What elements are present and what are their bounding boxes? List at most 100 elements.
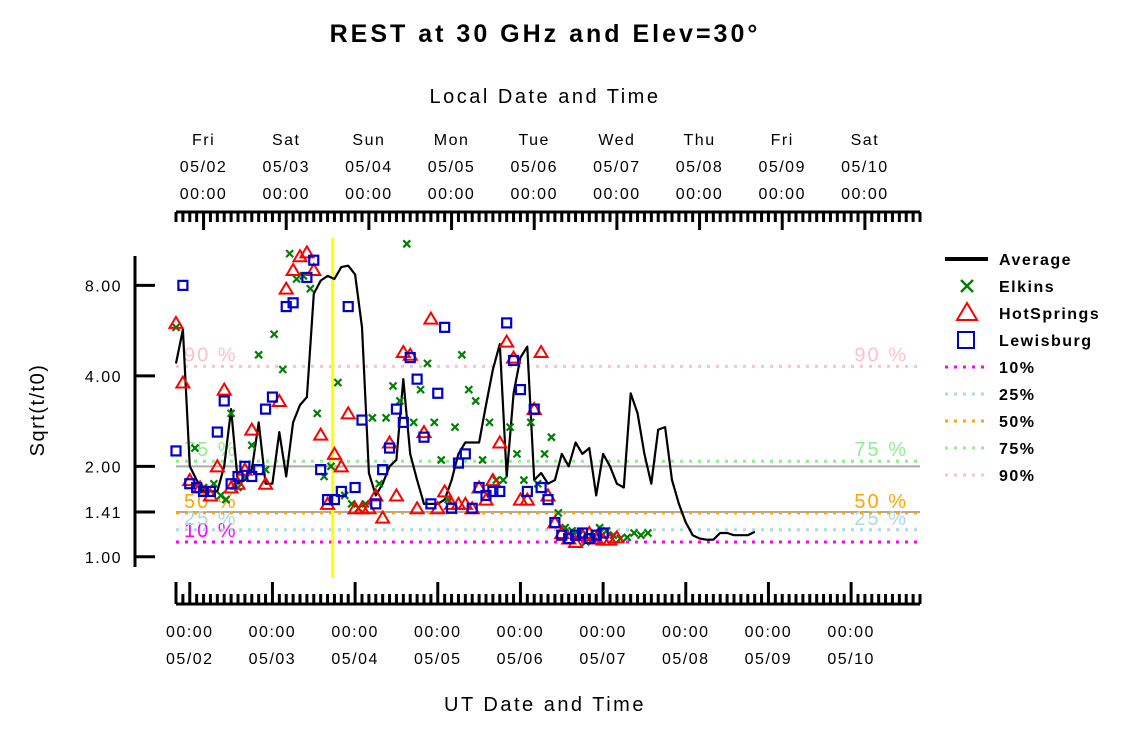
data-point	[512, 449, 522, 459]
data-point	[623, 487, 625, 489]
data-point	[423, 503, 425, 505]
data-point	[326, 445, 343, 460]
data-point	[622, 533, 632, 542]
data-point	[526, 346, 528, 348]
data-point	[313, 293, 315, 295]
data-point	[712, 539, 714, 541]
data-point	[381, 434, 398, 449]
legend-label: 10%	[999, 360, 1036, 377]
bottom-tick-date-label: 05/03	[249, 651, 297, 668]
data-point	[450, 422, 460, 432]
data-point	[333, 458, 350, 473]
data-point	[197, 485, 210, 498]
series-average	[174, 264, 756, 541]
data-point	[430, 418, 439, 427]
data-point	[719, 532, 721, 534]
legend-swatch	[957, 331, 975, 349]
data-point	[333, 278, 335, 280]
data-point	[444, 499, 446, 501]
data-point	[308, 254, 320, 266]
data-point	[569, 529, 582, 541]
data-point	[568, 465, 570, 467]
data-point	[383, 442, 396, 454]
bottom-tick-time-label: 00:00	[662, 624, 710, 641]
data-point	[685, 522, 687, 524]
legend-item: HotSprings	[955, 301, 1100, 323]
data-point	[167, 314, 185, 329]
data-point	[498, 475, 508, 485]
data-point	[492, 368, 494, 370]
top-tick-time-label: 00:00	[428, 186, 476, 203]
top-tick-date-label: 05/09	[758, 159, 806, 176]
data-point	[588, 447, 590, 449]
y-tick-label: 4.00	[85, 369, 122, 386]
data-point	[223, 465, 225, 467]
chart-title: REST at 30 GHz and Elev=30°	[330, 20, 761, 48]
data-point	[540, 472, 542, 474]
data-point	[361, 499, 370, 509]
data-point	[259, 403, 272, 415]
data-point	[597, 527, 609, 539]
data-point	[478, 442, 480, 444]
data-point	[408, 500, 426, 515]
data-point	[678, 503, 680, 505]
top-tick-date-label: 05/08	[676, 159, 724, 176]
data-point	[340, 266, 342, 268]
bottom-tick-time-label: 00:00	[331, 624, 379, 641]
data-point	[170, 445, 182, 457]
data-point	[382, 483, 384, 485]
legend-label: Average	[999, 252, 1072, 269]
data-point	[244, 479, 246, 481]
percentile-label: 25 %	[854, 508, 908, 530]
data-point	[299, 404, 301, 406]
bottom-tick-time-label: 00:00	[745, 624, 793, 641]
top-tick-day-label: Fri	[192, 132, 215, 149]
top-tick-time-label: 00:00	[758, 186, 806, 203]
data-point	[466, 502, 478, 514]
data-point	[361, 326, 363, 328]
data-point	[473, 481, 485, 494]
data-point	[278, 365, 288, 374]
y-tick-label: 2.00	[85, 459, 122, 476]
bottom-tick-time-label: 00:00	[166, 624, 214, 641]
legend: Average Elkins HotSprings Lewisburg 10% 25% 50…	[945, 252, 1100, 485]
data-point	[498, 333, 515, 348]
data-point	[342, 300, 354, 313]
data-point	[595, 494, 597, 496]
data-point	[347, 499, 356, 509]
data-point	[266, 391, 279, 403]
data-point	[747, 534, 749, 536]
data-point	[575, 442, 577, 444]
data-point	[327, 275, 329, 277]
data-point	[478, 455, 487, 465]
data-point	[439, 321, 451, 333]
legend-item: Lewisburg	[957, 331, 1093, 350]
data-point	[395, 459, 397, 461]
legend-label: Lewisburg	[999, 333, 1093, 350]
legend-label: HotSprings	[999, 306, 1100, 323]
legend-item: 90%	[945, 468, 1036, 485]
top-tick-time-label: 00:00	[345, 186, 393, 203]
data-point	[740, 534, 742, 536]
data-point	[581, 453, 583, 455]
data-point	[218, 395, 230, 407]
data-point	[204, 485, 217, 498]
data-point	[328, 493, 341, 506]
top-tick-day-label: Wed	[598, 132, 635, 149]
data-point	[464, 385, 474, 394]
top-tick-time-label: 00:00	[841, 186, 889, 203]
data-point	[237, 483, 239, 485]
percentile-label: 75 %	[854, 439, 908, 461]
data-point	[664, 426, 666, 428]
legend-item: 75%	[945, 441, 1034, 458]
legend-label: 90%	[999, 468, 1036, 485]
data-point	[602, 453, 604, 455]
data-point	[471, 396, 480, 406]
data-point	[312, 409, 322, 418]
data-point	[521, 485, 533, 498]
data-point	[507, 354, 520, 367]
legend-item: Elkins	[960, 279, 1054, 296]
data-point	[292, 274, 301, 284]
bottom-tick-date-label: 05/07	[579, 651, 627, 668]
